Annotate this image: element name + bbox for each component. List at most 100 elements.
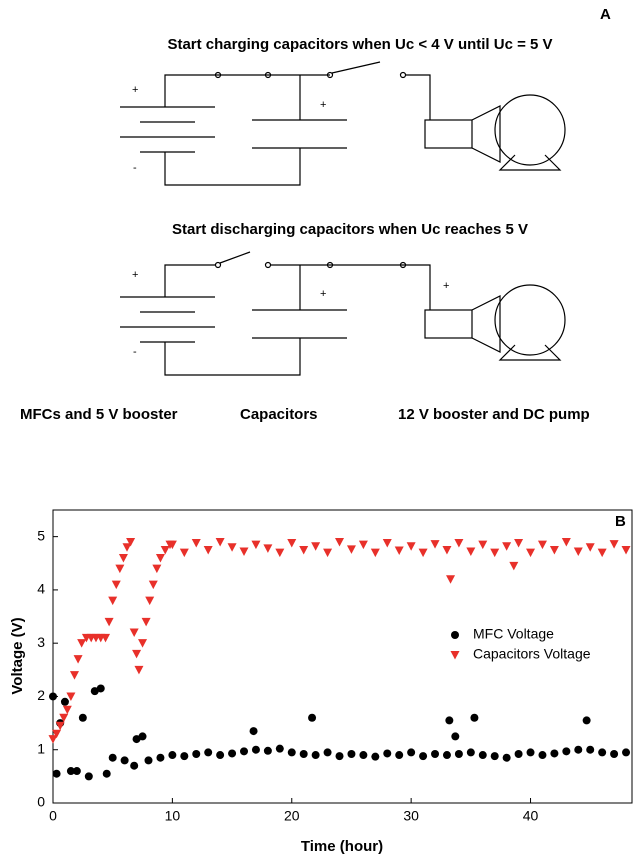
point xyxy=(323,748,332,757)
point xyxy=(72,767,81,776)
panel-label: B xyxy=(615,513,626,530)
point xyxy=(167,540,177,550)
x-axis-label: Time (hour) xyxy=(301,838,383,855)
point xyxy=(549,545,559,555)
point xyxy=(138,639,148,648)
point xyxy=(526,748,535,757)
motor-box xyxy=(424,119,473,149)
point xyxy=(407,748,416,757)
pump xyxy=(471,295,562,361)
point xyxy=(132,649,142,659)
motor-box xyxy=(424,309,473,339)
point xyxy=(77,639,87,648)
point xyxy=(90,687,99,696)
sign: + xyxy=(132,269,138,281)
sign: + xyxy=(132,84,138,96)
point xyxy=(382,539,392,548)
point xyxy=(180,752,189,761)
point xyxy=(395,751,404,760)
point xyxy=(335,752,344,761)
point xyxy=(52,729,62,739)
point xyxy=(160,545,170,555)
point xyxy=(66,692,76,701)
point xyxy=(538,751,547,760)
point xyxy=(52,769,61,778)
point xyxy=(346,545,356,554)
circuit-discharging: + - + + xyxy=(120,251,566,376)
point xyxy=(69,671,79,680)
x-tick-label: 20 xyxy=(284,808,300,824)
point xyxy=(239,547,249,557)
point xyxy=(118,553,128,563)
legend-label: MFC Voltage xyxy=(473,626,554,642)
point xyxy=(192,749,201,758)
point xyxy=(509,561,519,571)
point xyxy=(132,735,141,744)
point xyxy=(358,540,368,550)
sign: + xyxy=(443,280,449,292)
point xyxy=(308,713,317,722)
point xyxy=(263,544,273,553)
diagram-title: Start charging capacitors when Uc < 4 V … xyxy=(167,36,552,53)
point xyxy=(240,747,249,756)
point xyxy=(431,749,440,758)
point xyxy=(138,732,147,741)
point xyxy=(586,745,595,754)
point xyxy=(299,749,308,758)
point xyxy=(145,596,155,606)
point xyxy=(622,748,631,757)
point xyxy=(442,545,452,555)
point xyxy=(179,548,189,558)
point xyxy=(598,748,607,757)
point xyxy=(537,540,547,550)
point xyxy=(108,596,118,606)
point xyxy=(115,564,125,574)
point xyxy=(275,548,285,558)
point xyxy=(126,537,136,547)
point xyxy=(60,697,69,706)
point xyxy=(446,575,456,584)
point xyxy=(478,751,487,760)
point xyxy=(323,548,333,558)
battery xyxy=(120,106,215,153)
point xyxy=(216,751,225,760)
point xyxy=(141,617,151,627)
point xyxy=(59,713,69,723)
point xyxy=(251,745,260,754)
point xyxy=(134,665,144,675)
x-tick-label: 40 xyxy=(523,808,539,824)
point xyxy=(227,543,237,552)
pump-wheel xyxy=(494,284,566,356)
point xyxy=(122,543,132,552)
point xyxy=(347,749,356,758)
point xyxy=(466,547,476,557)
point xyxy=(275,744,284,753)
y-tick-label: 3 xyxy=(37,634,45,650)
point xyxy=(454,539,464,548)
point xyxy=(430,540,440,549)
panel-label: A xyxy=(600,6,611,23)
point xyxy=(249,727,258,736)
point xyxy=(299,545,309,555)
point xyxy=(204,748,213,757)
point xyxy=(526,548,536,558)
y-axis-label: Voltage (V) xyxy=(9,617,26,694)
point xyxy=(621,545,631,555)
point xyxy=(454,749,463,758)
point xyxy=(451,732,460,741)
sign: - xyxy=(133,162,137,174)
point xyxy=(610,749,619,758)
point xyxy=(514,539,524,548)
y-tick-label: 5 xyxy=(37,527,45,543)
point xyxy=(251,540,261,550)
point xyxy=(104,617,114,627)
pump xyxy=(471,105,562,171)
point xyxy=(129,628,139,638)
point xyxy=(418,548,428,558)
legend-label: Capacitors Voltage xyxy=(473,646,591,662)
point xyxy=(215,537,225,547)
point xyxy=(502,542,512,551)
wire xyxy=(164,251,431,376)
point xyxy=(228,749,237,758)
point xyxy=(514,749,523,758)
